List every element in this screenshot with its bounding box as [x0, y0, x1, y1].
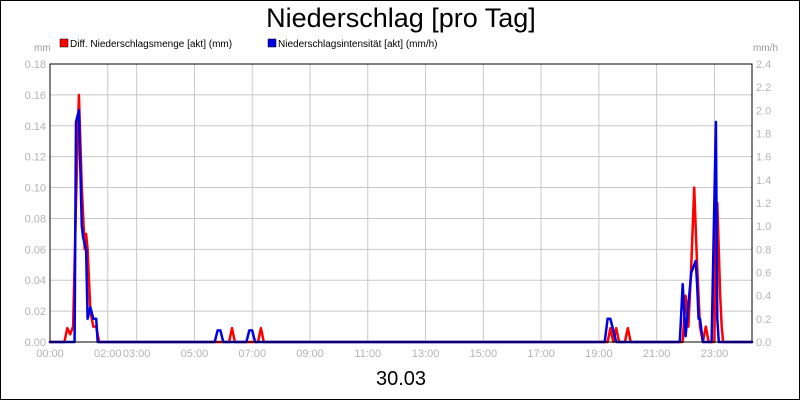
x-tick-label: 02:00: [94, 348, 122, 360]
y-right-tick-label: 1.2: [756, 198, 771, 210]
legend-label-precip-amount: Diff. Niederschlagsmenge [akt] (mm): [70, 39, 232, 50]
y-left-tick-label: 0.18: [25, 59, 46, 71]
date-label: 30.03: [375, 368, 427, 390]
x-tick-label: 19:00: [585, 348, 613, 360]
y-left-unit: mm: [34, 43, 51, 54]
y-right-tick-label: 0.4: [756, 291, 771, 303]
y-right-tick-label: 0.6: [756, 268, 771, 280]
legend-swatch-precip-amount: [59, 38, 69, 48]
x-tick-label: 21:00: [643, 348, 671, 360]
y-right-unit: mm/h: [753, 43, 778, 54]
x-tick-label: 09:00: [296, 348, 324, 360]
y-left-tick-label: 0.12: [25, 152, 46, 164]
y-right-tick-label: 2.0: [756, 105, 771, 117]
x-tick-label: 00:00: [36, 348, 64, 360]
legend-label-precip-intensity: Niederschlagsintensität [akt] (mm/h): [278, 39, 438, 50]
y-left-tick-label: 0.10: [25, 183, 46, 195]
y-left-tick-label: 0.14: [25, 121, 46, 133]
y-right-tick-label: 2.2: [756, 82, 771, 94]
chart-title: Niederschlag [pro Tag]: [266, 3, 536, 33]
y-right-tick-label: 1.8: [756, 129, 771, 141]
x-tick-label: 17:00: [527, 348, 555, 360]
y-right-tick-label: 0.0: [756, 337, 771, 349]
x-tick-label: 13:00: [412, 348, 440, 360]
series-line-precip-amount: [48, 93, 754, 344]
y-right-tick-label: 1.4: [756, 175, 771, 187]
legend-swatch-precip-intensity: [267, 38, 277, 48]
legend: Diff. Niederschlagsmenge [akt] (mm) Nied…: [59, 38, 438, 50]
y-left-tick-label: 0.04: [25, 275, 46, 287]
grid: [49, 63, 752, 343]
y-right-tick-label: 0.8: [756, 244, 771, 256]
x-tick-label: 15:00: [470, 348, 498, 360]
y-left-tick-label: 0.16: [25, 90, 46, 102]
x-tick-label: 05:00: [181, 348, 209, 360]
y-right-tick-label: 2.4: [756, 59, 771, 71]
x-tick-label: 03:00: [123, 348, 151, 360]
y-left-tick-label: 0.06: [25, 244, 46, 256]
y-right-tick-label: 0.2: [756, 314, 771, 326]
axis-ticks: 0.00 0.02 0.04 0.06 0.08 0.10 0.12 0.14 0.16 0.18…: [25, 59, 772, 360]
x-tick-label: 23:00: [701, 348, 729, 360]
x-tick-label: 11:00: [354, 348, 381, 360]
x-tick-label: 07:00: [238, 348, 266, 360]
y-left-tick-label: 0.00: [25, 337, 46, 349]
y-left-tick-label: 0.08: [25, 213, 46, 225]
series-line-precip-intensity: [48, 109, 754, 344]
y-right-tick-label: 1.6: [756, 152, 771, 164]
y-right-tick-label: 1.0: [756, 221, 771, 233]
plot-area: [49, 63, 753, 343]
y-left-tick-label: 0.02: [25, 306, 46, 318]
